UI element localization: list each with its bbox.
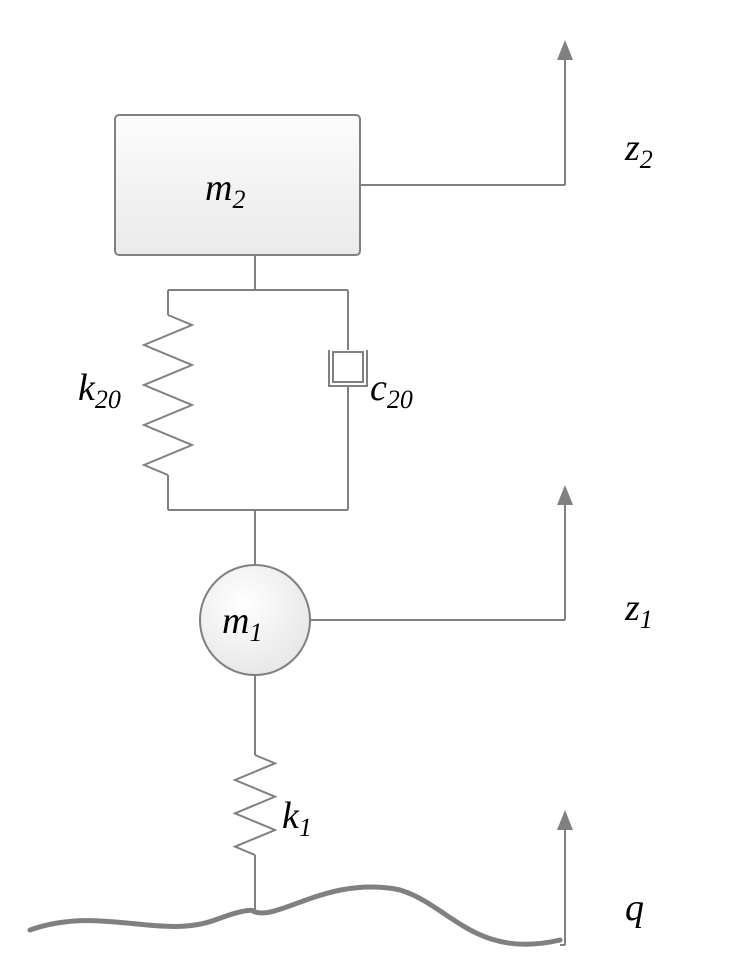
label-c20: c20: [370, 367, 413, 414]
arrow-z1-head: [557, 485, 573, 505]
arrow-q-label: q: [625, 887, 644, 929]
label-k1: k1: [282, 795, 312, 842]
ground-profile: [30, 887, 560, 944]
damper-piston: [333, 352, 363, 382]
label-k20: k20: [78, 367, 121, 414]
arrow-z2-head: [557, 40, 573, 60]
spring-k1: [235, 755, 275, 855]
spring-k20: [144, 315, 192, 475]
arrow-z2-label: z2: [624, 127, 653, 174]
arrow-q-head: [557, 810, 573, 830]
arrow-z1-label: z1: [624, 587, 653, 634]
